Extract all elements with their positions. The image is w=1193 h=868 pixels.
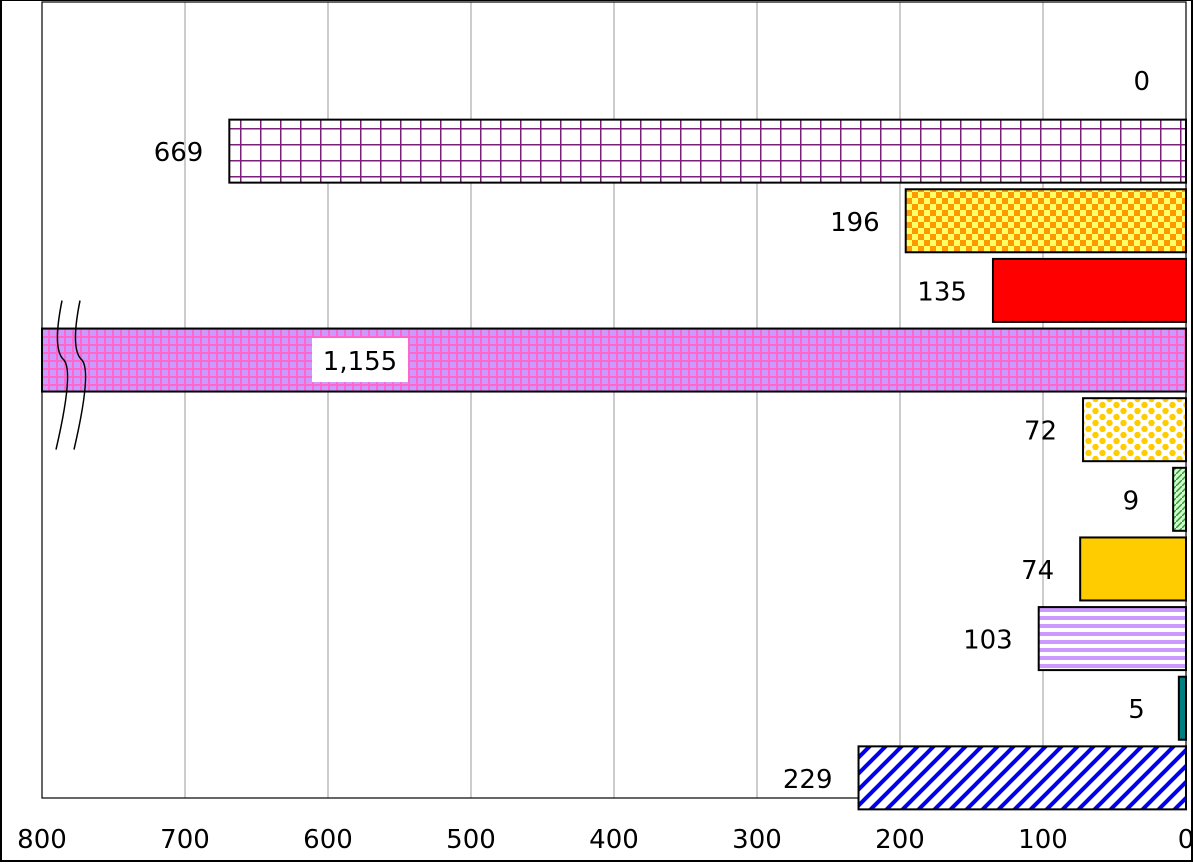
bar <box>1037 606 1187 672</box>
x-tick-label: 700 <box>160 825 210 855</box>
value-label: 5 <box>1128 695 1145 725</box>
value-label: 135 <box>917 277 967 307</box>
bar <box>1172 466 1188 532</box>
bar <box>1177 675 1187 741</box>
value-label-bg <box>312 338 408 383</box>
bar <box>857 745 1188 811</box>
x-tick-label: 600 <box>303 825 353 855</box>
value-label: 103 <box>963 626 1013 656</box>
bars <box>41 118 1188 811</box>
value-label: 9 <box>1123 486 1140 516</box>
x-axis: 800 700 600 500 400 300 200 100 0 <box>17 825 1193 855</box>
value-label: 1,155 <box>323 347 397 377</box>
axis-break-mark <box>55 300 69 450</box>
value-label: 74 <box>1021 556 1054 586</box>
value-label: 669 <box>154 138 204 168</box>
x-tick-label: 100 <box>1018 825 1068 855</box>
x-tick-label: 400 <box>589 825 639 855</box>
value-label: 229 <box>783 765 833 795</box>
bar <box>228 118 1187 184</box>
axis-break-mark <box>73 300 87 450</box>
x-tick-label: 200 <box>875 825 925 855</box>
bar <box>41 327 1187 393</box>
value-labels: 0 669 196 135 1,155 72 9 74 103 5 229 <box>154 67 1150 795</box>
x-tick-label: 500 <box>446 825 496 855</box>
bar <box>1079 536 1188 602</box>
value-label: 0 <box>1133 67 1150 97</box>
x-tick-label: 0 <box>1178 825 1193 855</box>
bar <box>904 188 1187 254</box>
x-tick-label: 300 <box>732 825 782 855</box>
x-tick-label: 800 <box>17 825 67 855</box>
bar <box>1082 397 1188 463</box>
bar <box>991 257 1188 323</box>
value-label: 196 <box>830 208 880 238</box>
value-label: 72 <box>1024 417 1057 447</box>
